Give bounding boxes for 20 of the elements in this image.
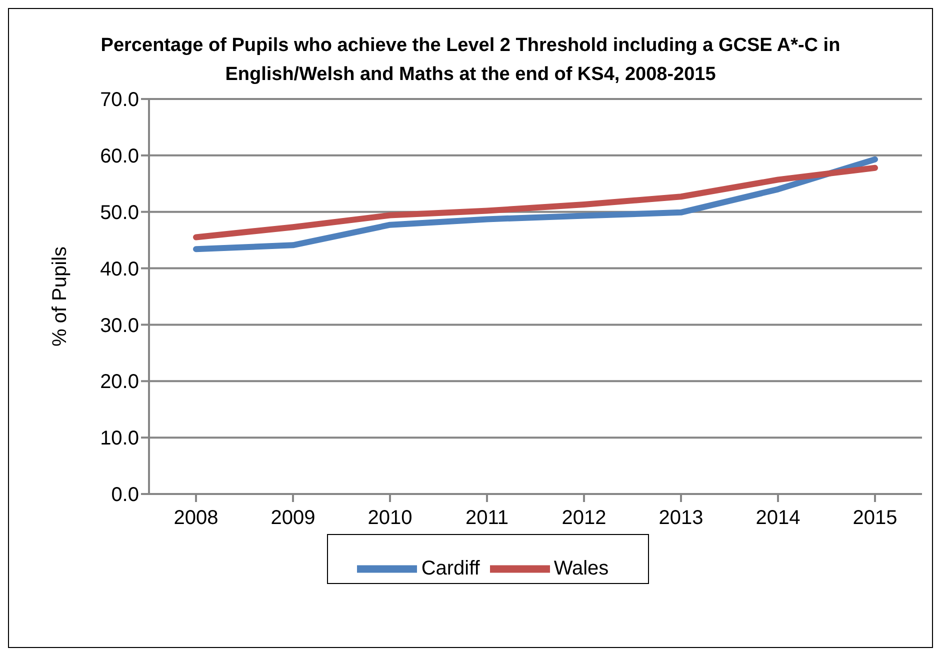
- y-axis-title: % of Pupils: [49, 246, 72, 347]
- y-tick-label: 20.0: [100, 371, 139, 394]
- y-tick-label: 60.0: [100, 146, 139, 168]
- chart-title: Percentage of Pupils who achieve the Level 2 Threshold including a GCSE A*-C in English/Welsh and Maths at the end of KS4, 2008-2015: [100, 34, 840, 87]
- x-tick-label: 2015: [852, 507, 898, 530]
- y-tick-label: 0.0: [111, 484, 139, 506]
- x-tick-label: 2008: [174, 507, 218, 530]
- y-tick-label: 50.0: [100, 202, 139, 224]
- x-tick-label: 2009: [270, 507, 316, 530]
- legend-label: Cardiff: [421, 557, 480, 580]
- x-tick-label: 2011: [465, 507, 509, 530]
- y-tick-label: 10.0: [100, 428, 139, 450]
- y-tick-label: 70.0: [100, 89, 139, 112]
- x-tick-label: 2012: [562, 507, 606, 530]
- y-tick-label: 40.0: [100, 258, 139, 280]
- x-tick-label: 2014: [756, 507, 800, 530]
- x-tick-label: 2010: [368, 507, 412, 530]
- y-tick-label: 30.0: [100, 314, 139, 337]
- legend-label: Wales: [554, 557, 609, 580]
- x-tick-label: 2013: [658, 507, 704, 530]
